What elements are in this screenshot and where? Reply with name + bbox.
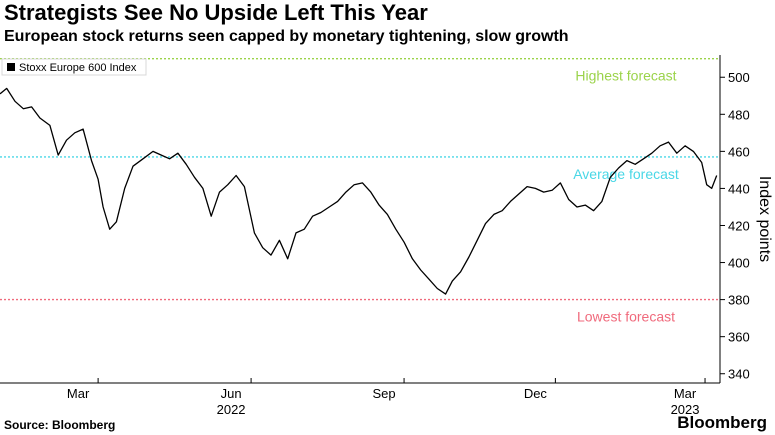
chart-title: Strategists See No Upside Left This Year	[4, 0, 428, 25]
x-tick-label: Sep	[372, 386, 395, 401]
y-tick-label: 460	[728, 144, 750, 159]
reference-lines: Highest forecast Average forecast Lowest f…	[0, 58, 720, 325]
y-tick-label: 380	[728, 293, 750, 308]
x-tick-label: Jun	[221, 386, 242, 401]
legend-swatch	[7, 63, 15, 71]
y-tick-label: 400	[728, 256, 750, 271]
bloomberg-logo: Bloomberg	[677, 413, 767, 432]
chart-subtitle: European stock returns seen capped by mo…	[4, 28, 569, 45]
year-label: 2023	[671, 402, 700, 417]
legend-label: Stoxx Europe 600 Index	[19, 62, 137, 74]
y-tick-label: 420	[728, 218, 750, 233]
x-tick-label: Dec	[524, 386, 548, 401]
year-label: 2022	[217, 402, 246, 417]
y-tick-label: 500	[728, 70, 750, 85]
reference-label-0: Highest forecast	[575, 68, 676, 84]
legend-background	[1, 58, 147, 76]
y-axis-title: Index points	[756, 176, 773, 262]
axes: 340 360 380 400 420 440 460 480 500 Index points M…	[0, 55, 773, 417]
source-note: Source: Bloomberg	[4, 418, 116, 432]
x-tick-label: Mar	[674, 386, 697, 401]
y-tick-label: 440	[728, 181, 750, 196]
x-tick-label: Mar	[67, 386, 90, 401]
legend: Stoxx Europe 600 Index	[1, 58, 147, 76]
reference-label-2: Lowest forecast	[577, 309, 675, 325]
reference-label-1: Average forecast	[573, 166, 679, 182]
y-tick-label: 360	[728, 330, 750, 345]
series-line-group	[0, 87, 718, 295]
y-tick-label: 480	[728, 107, 750, 122]
series-line	[0, 87, 718, 295]
y-tick-label: 340	[728, 367, 750, 382]
